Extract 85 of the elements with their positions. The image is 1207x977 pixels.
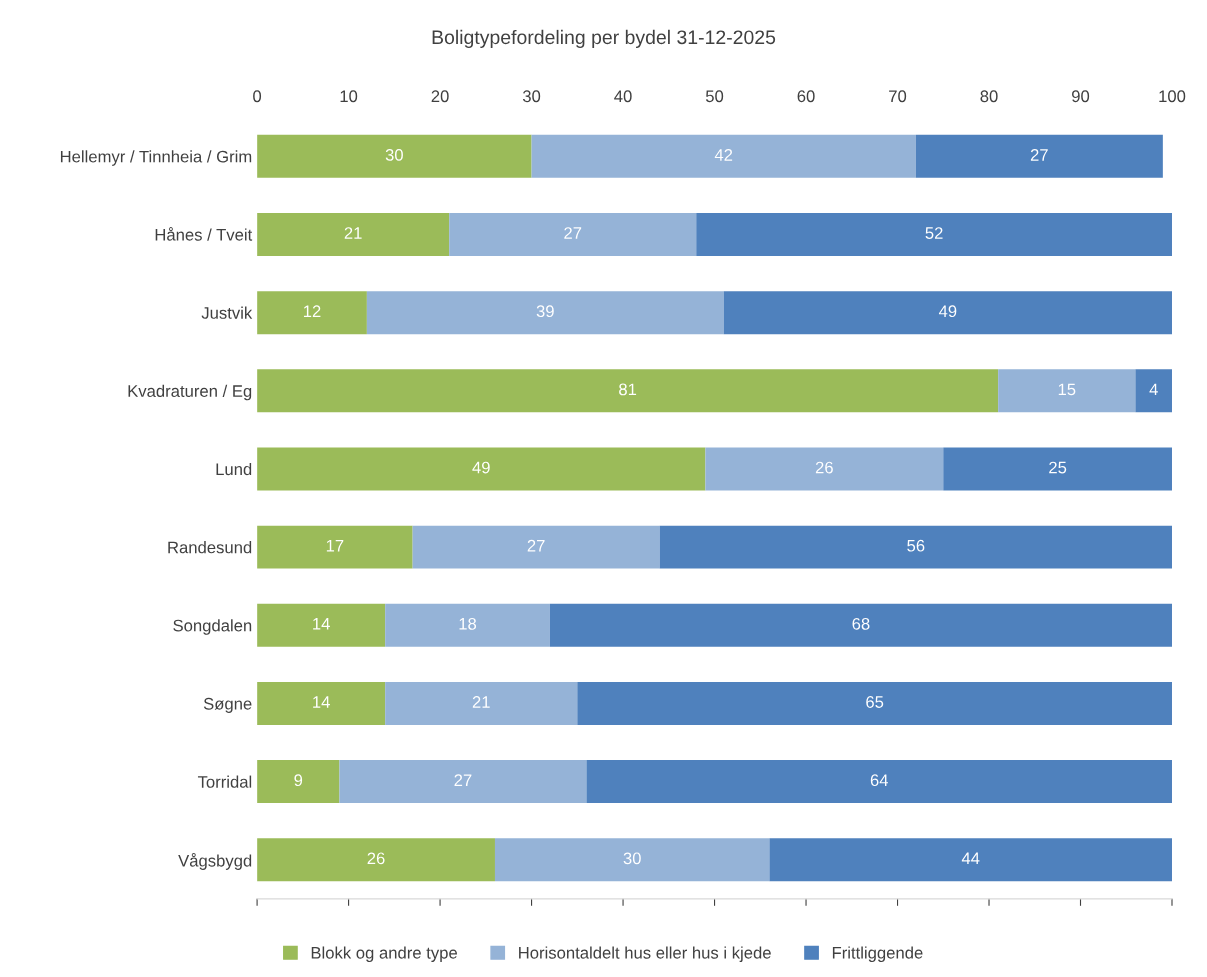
bar <box>449 212 697 256</box>
bar <box>577 681 1172 725</box>
data-label: 49 <box>472 461 490 474</box>
data-label: 4 <box>1149 383 1158 396</box>
data-label: 65 <box>866 696 884 708</box>
bar <box>385 603 550 647</box>
data-label: 49 <box>938 305 957 318</box>
bar <box>705 447 944 491</box>
bar <box>257 681 386 725</box>
bar <box>257 134 532 178</box>
y-tick-label: Vågsbygd <box>178 853 252 870</box>
y-tick-label: Songdalen <box>173 619 252 635</box>
x-tick-label: 90 <box>1072 90 1090 103</box>
data-label: 27 <box>527 539 545 552</box>
x-tick-label: 40 <box>614 90 632 103</box>
data-label: 64 <box>870 774 889 787</box>
bar <box>659 525 1172 569</box>
data-label: 30 <box>385 148 403 161</box>
y-tick-label: Lund <box>216 462 252 476</box>
data-label: 30 <box>623 852 641 865</box>
data-label: 52 <box>925 227 943 239</box>
data-label: 42 <box>714 148 733 161</box>
x-tick-label: 20 <box>431 90 449 103</box>
bar <box>257 212 450 256</box>
bar <box>257 838 495 882</box>
x-tick-label: 100 <box>1159 90 1186 103</box>
bar <box>586 760 1172 804</box>
bar <box>723 291 1172 335</box>
data-label: 9 <box>294 774 303 787</box>
data-label: 14 <box>313 618 330 630</box>
y-tick-label: Søgne <box>203 697 252 713</box>
x-tick-label: 50 <box>705 90 724 103</box>
x-tick-label: 10 <box>340 90 358 103</box>
bar <box>257 447 706 491</box>
bar <box>696 212 1172 256</box>
legend-label: Horisontaldelt hus eller hus i kjede <box>519 946 771 962</box>
legend-label: Blokk og andre type <box>311 946 457 962</box>
data-label: 68 <box>852 617 870 630</box>
bar <box>769 838 1172 882</box>
bar <box>549 603 1172 647</box>
data-label: 15 <box>1058 383 1076 396</box>
data-label: 21 <box>472 696 490 708</box>
x-tick-label: 80 <box>980 90 998 103</box>
bar <box>339 760 587 804</box>
legend-label: Frittliggende <box>832 946 923 962</box>
data-label: 14 <box>313 696 330 708</box>
bar <box>915 134 1163 178</box>
data-label: 27 <box>564 227 582 239</box>
x-tick-label: 70 <box>889 90 907 103</box>
data-label: 25 <box>1049 461 1067 474</box>
bar <box>494 838 770 882</box>
data-label: 18 <box>459 617 477 630</box>
bar <box>257 760 340 804</box>
chart-title: Boligtypefordeling per bydel 31-12-2025 <box>432 29 776 48</box>
data-label: 21 <box>344 227 362 239</box>
data-label: 27 <box>454 774 472 786</box>
data-label: 26 <box>367 852 385 865</box>
data-label: 12 <box>303 305 321 317</box>
bar <box>366 291 724 335</box>
y-tick-label: Hånes / Tveit <box>155 227 253 241</box>
bar <box>412 525 660 569</box>
bar <box>257 603 386 647</box>
data-label: 27 <box>1030 148 1048 161</box>
bar <box>998 369 1136 413</box>
data-label: 17 <box>326 539 344 552</box>
y-tick-label: Randesund <box>168 541 252 554</box>
data-label: 56 <box>907 539 925 552</box>
bar <box>257 525 413 569</box>
data-label: 26 <box>815 461 833 474</box>
bar <box>1135 369 1172 413</box>
bar <box>531 134 916 178</box>
bar <box>385 681 578 725</box>
y-tick-label: Justvik <box>201 306 253 319</box>
bar <box>257 369 999 413</box>
x-tick-label: 30 <box>522 90 541 103</box>
data-label: 81 <box>619 383 637 396</box>
data-label: 44 <box>961 852 980 865</box>
bar <box>943 447 1172 491</box>
data-label: 39 <box>536 305 554 318</box>
bar <box>257 291 367 335</box>
x-tick-label: 60 <box>797 90 815 103</box>
y-tick-label: Torridal <box>197 775 252 788</box>
y-tick-label: Kvadraturen / Eg <box>128 384 252 401</box>
y-tick-label: Hellemyr / Tinnheia / Grim <box>60 150 252 166</box>
x-tick-label: 0 <box>253 90 262 103</box>
